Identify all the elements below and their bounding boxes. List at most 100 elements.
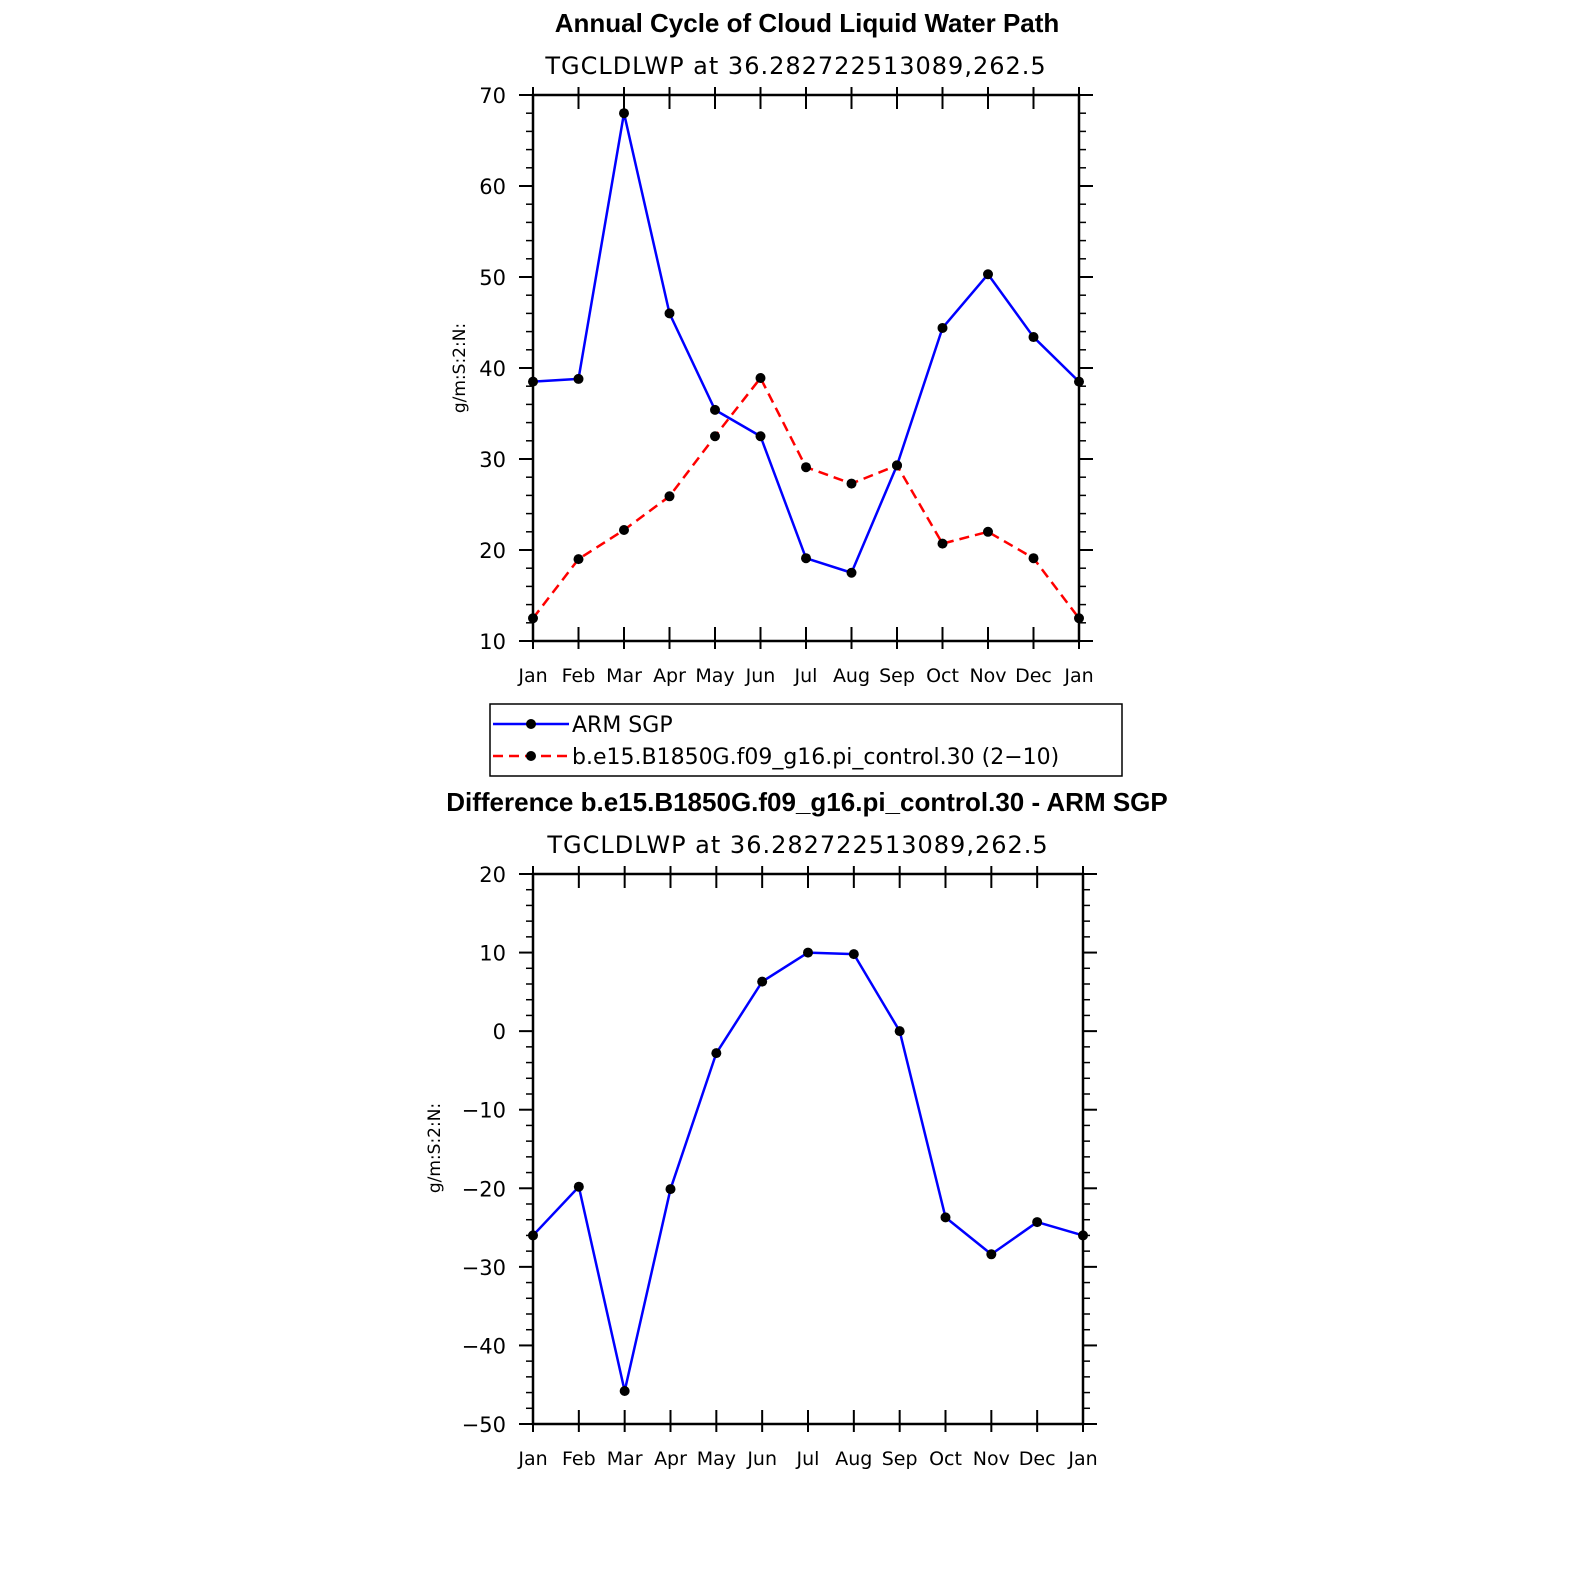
chart1-series-line-0: [532, 111, 1080, 574]
chart1-x-tick-label: Mar: [606, 665, 642, 687]
chart1-data-point: [1028, 332, 1039, 343]
chart-difference: Difference b.e15.B1850G.f09_g16.pi_contr…: [425, 787, 1168, 1470]
chart1-data-point: [846, 567, 857, 578]
chart1-data-point: [892, 460, 902, 471]
chart2-data-point: [894, 1026, 905, 1037]
chart1-data-point: [937, 322, 948, 333]
chart1-x-tick-label: Oct: [926, 665, 959, 687]
chart2-data-point: [1078, 1230, 1088, 1241]
chart1-data-point: [528, 613, 538, 624]
chart1-x-tick-label: Sep: [879, 665, 915, 687]
chart1-data-point: [983, 526, 993, 537]
chart1-x-tick-label: Jun: [745, 665, 776, 687]
chart2-data-point: [940, 1212, 951, 1223]
chart1-data-point: [664, 491, 675, 502]
chart2-data-point: [619, 1386, 630, 1396]
chart1-data-point: [801, 553, 811, 564]
chart1-y-tick-label: 50: [479, 266, 506, 290]
chart2-title: Difference b.e15.B1850G.f09_g16.pi_contr…: [446, 787, 1168, 817]
chart1-data-point: [664, 308, 675, 319]
chart2-x-tick-label: Feb: [562, 1448, 596, 1470]
chart2-x-tick-label: Aug: [835, 1448, 872, 1470]
chart2-x-tick-label: Jun: [746, 1448, 777, 1470]
chart2-y-tick-label: 10: [479, 942, 506, 966]
chart1-data-point: [710, 404, 720, 415]
chart2-series: [528, 947, 1088, 1396]
chart1-y-tick-label: 70: [479, 84, 506, 108]
chart1-y-tick-label: 20: [479, 539, 506, 563]
chart2-x-tick-label: Dec: [1019, 1448, 1056, 1470]
chart2-subtitle: TGCLDLWP at 36.282722513089,262.5: [546, 831, 1048, 859]
chart-annual-cycle: Annual Cycle of Cloud Liquid Water Path …: [450, 8, 1123, 777]
chart2-y-tick-label: −30: [462, 1256, 506, 1280]
chart1-data-point: [573, 554, 584, 565]
chart2-x-tick-label: Jan: [1067, 1448, 1097, 1470]
chart1-data-point: [801, 462, 811, 473]
chart1-x-tick-label: Dec: [1015, 665, 1052, 687]
chart1-data-point: [983, 269, 993, 280]
chart1-data-point: [619, 524, 629, 535]
chart2-y-tick-label: −20: [462, 1177, 506, 1201]
chart1-data-point: [937, 538, 948, 549]
chart2-data-point: [757, 976, 768, 987]
legend-marker-arm: [526, 719, 536, 729]
chart2-x-tick-label: May: [697, 1448, 736, 1470]
chart2-y-tick-label: −50: [462, 1413, 506, 1437]
chart2-x-tick-label: Sep: [882, 1448, 918, 1470]
chart1-data-point: [710, 431, 720, 442]
chart1-y-tick-label: 60: [479, 175, 506, 199]
chart1-x-tick-label: Jan: [517, 665, 547, 687]
chart1-data-point: [528, 376, 538, 387]
chart1-legend: ARM SGP b.e15.B1850G.f09_g16.pi_control.…: [489, 703, 1123, 777]
chart1-y-tick-label: 10: [479, 630, 506, 654]
chart1-y-axis-label: g/m:S:2:N:: [450, 323, 470, 413]
chart1-x-tick-label: Jul: [794, 665, 818, 687]
chart2-x-tick-label: Mar: [607, 1448, 643, 1470]
chart2-data-point: [986, 1249, 997, 1260]
legend-label-arm: ARM SGP: [572, 713, 673, 738]
legend-marker-model: [526, 751, 536, 761]
chart1-x-tick-label: Aug: [833, 665, 870, 687]
chart2-series-line-0: [532, 951, 1084, 1393]
chart1-subtitle: TGCLDLWP at 36.282722513089,262.5: [544, 52, 1046, 80]
chart2-data-point: [848, 949, 859, 960]
chart1-ticks: Jan Feb Mar Apr May Jun Jul Aug Sep Oct Nov Dec Jan 1…: [479, 84, 1093, 687]
chart2-y-tick-label: 0: [493, 1020, 506, 1044]
chart1-data-point: [846, 478, 857, 489]
chart2-y-tick-label: 20: [479, 863, 506, 887]
chart1-title: Annual Cycle of Cloud Liquid Water Path: [555, 8, 1060, 38]
chart1-series: [528, 108, 1084, 624]
chart1-x-tick-label: May: [695, 665, 734, 687]
chart1-y-tick-label: 40: [479, 357, 506, 381]
chart1-x-tick-label: Nov: [969, 665, 1006, 687]
chart2-data-point: [528, 1230, 538, 1241]
chart2-x-tick-label: Nov: [973, 1448, 1010, 1470]
chart2-x-tick-label: Apr: [654, 1448, 687, 1470]
chart2-data-point: [665, 1184, 676, 1195]
chart1-data-point: [1074, 376, 1084, 387]
legend-label-model: b.e15.B1850G.f09_g16.pi_control.30 (2−10…: [572, 745, 1059, 770]
chart1-data-point: [573, 373, 584, 384]
chart2-x-tick-label: Jul: [796, 1448, 820, 1470]
chart2-data-point: [573, 1181, 584, 1192]
chart1-data-point: [619, 108, 629, 119]
chart1-data-point: [755, 431, 766, 442]
chart1-data-point: [1074, 613, 1084, 624]
chart1-data-point: [755, 373, 766, 384]
chart2-data-point: [711, 1048, 722, 1059]
chart2-x-tick-label: Jan: [517, 1448, 547, 1470]
chart2-y-tick-label: −10: [462, 1099, 506, 1123]
chart1-data-point: [1028, 553, 1039, 564]
chart2-ticks: Jan Feb Mar Apr May Jun Jul Aug Sep Oct Nov Dec Jan−…: [462, 863, 1098, 1470]
chart1-x-tick-label: Jan: [1063, 665, 1093, 687]
legend-box: [489, 703, 1123, 777]
chart2-data-point: [1032, 1217, 1043, 1228]
chart2-data-point: [803, 947, 813, 958]
chart2-y-axis-label: g/m:S:2:N:: [425, 1103, 445, 1193]
chart2-y-tick-label: −40: [462, 1334, 506, 1358]
chart1-x-tick-label: Apr: [653, 665, 686, 687]
chart2-x-tick-label: Oct: [929, 1448, 962, 1470]
chart1-x-tick-label: Feb: [562, 665, 596, 687]
chart1-y-tick-label: 30: [479, 448, 506, 472]
chart1-series-line-1: [532, 376, 1080, 620]
